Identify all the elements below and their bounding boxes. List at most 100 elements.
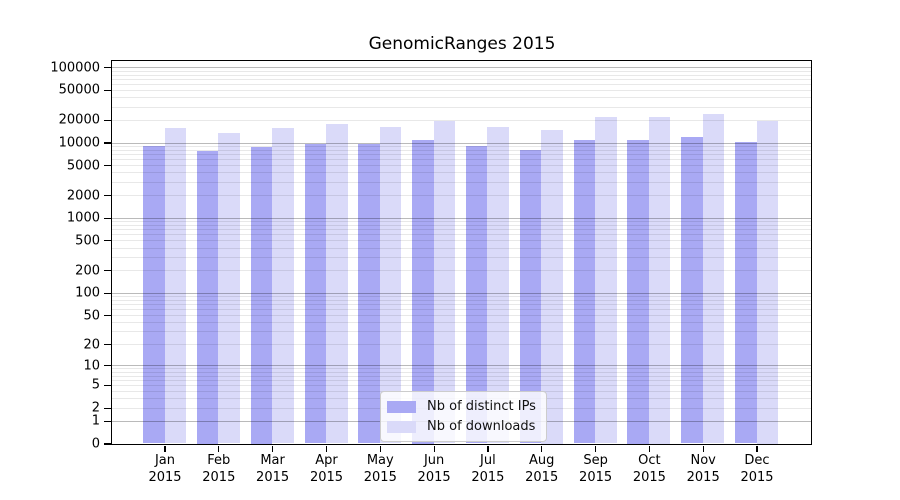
x-tick-3 xyxy=(325,445,328,452)
x-tick-label-10: Nov 2015 xyxy=(686,453,720,485)
bar-nb-of-distinct-ips-3 xyxy=(304,143,326,444)
gridline-minor-6 xyxy=(112,379,811,381)
legend-item-distinct-ips: Nb of distinct IPs xyxy=(387,399,536,414)
gridline-minor-80 xyxy=(112,299,811,301)
legend-item-downloads: Nb of downloads xyxy=(387,419,536,434)
y-tick-label-20: 20 xyxy=(83,337,100,352)
gridline-minor-4000 xyxy=(112,172,811,174)
bar-nb-of-downloads-11 xyxy=(756,120,778,444)
x-tick-label-1: Feb 2015 xyxy=(202,453,236,485)
gridline-minor-500 xyxy=(112,240,811,242)
gridline-minor-40000 xyxy=(112,97,811,99)
x-tick-10 xyxy=(702,445,704,452)
y-tick-label-0: 0 xyxy=(91,436,100,452)
y-tick-5 xyxy=(104,384,111,387)
y-tick-label-500: 500 xyxy=(75,233,100,249)
x-tick-4 xyxy=(379,445,381,452)
y-tick-label-2000: 2000 xyxy=(66,188,100,204)
gridline-minor-70000 xyxy=(112,78,811,80)
gridline-minor-600 xyxy=(112,234,811,236)
bar-nb-of-downloads-1 xyxy=(218,133,240,444)
bar-nb-of-distinct-ips-10 xyxy=(681,137,703,444)
bar-nb-of-distinct-ips-9 xyxy=(627,139,649,444)
gridline-minor-50 xyxy=(112,315,811,316)
y-tick-100000 xyxy=(104,67,111,69)
legend-swatch-downloads xyxy=(387,420,416,433)
gridline-major-10000 xyxy=(112,142,811,144)
y-tick-label-1: 1 xyxy=(91,413,100,429)
gridline-minor-60000 xyxy=(112,84,811,85)
y-tick-20 xyxy=(104,343,111,346)
y-tick-label-50000: 50000 xyxy=(58,82,100,98)
x-tick-2 xyxy=(272,445,274,452)
y-tick-label-2: 2 xyxy=(91,400,100,416)
y-tick-50000 xyxy=(104,89,111,92)
y-tick-20000 xyxy=(104,119,111,122)
x-tick-label-7: Aug 2015 xyxy=(525,453,559,485)
legend: Nb of distinct IPs Nb of downloads xyxy=(380,391,547,442)
x-tick-label-5: Jun 2015 xyxy=(417,453,451,485)
x-tick-label-2: Mar 2015 xyxy=(256,453,290,485)
bar-nb-of-downloads-3 xyxy=(326,124,348,444)
gridline-minor-20000 xyxy=(112,119,811,121)
bar-nb-of-downloads-10 xyxy=(702,113,725,444)
x-tick-label-11: Dec 2015 xyxy=(740,453,774,485)
gridline-minor-800 xyxy=(112,225,811,226)
gridline-minor-5000 xyxy=(112,165,811,167)
y-tick-label-10: 10 xyxy=(83,358,100,374)
x-tick-8 xyxy=(595,445,597,452)
gridline-minor-400 xyxy=(112,247,811,249)
gridline-minor-8000 xyxy=(112,149,811,151)
bar-nb-of-downloads-9 xyxy=(648,116,671,444)
y-tick-200 xyxy=(104,270,111,272)
x-tick-label-3: Apr 2015 xyxy=(309,453,344,485)
y-tick-label-100000: 100000 xyxy=(50,60,100,76)
gridline-major-100000 xyxy=(112,67,811,69)
gridline-major-100 xyxy=(112,292,811,294)
legend-swatch-distinct-ips xyxy=(387,400,416,413)
legend-label-distinct-ips: Nb of distinct IPs xyxy=(427,399,536,414)
gridline-minor-6000 xyxy=(112,159,811,161)
y-tick-50 xyxy=(104,314,111,317)
legend-label-downloads: Nb of downloads xyxy=(427,419,536,434)
y-tick-2000 xyxy=(104,195,111,197)
y-tick-label-20000: 20000 xyxy=(58,112,100,128)
y-tick-10000 xyxy=(104,142,111,144)
gridline-minor-70 xyxy=(112,304,811,306)
x-tick-1 xyxy=(218,445,220,452)
x-tick-9 xyxy=(648,445,651,452)
bar-nb-of-distinct-ips-2 xyxy=(250,146,273,444)
gridline-major-1000 xyxy=(112,217,811,219)
gridline-minor-90000 xyxy=(112,70,811,72)
plot-area xyxy=(111,59,812,445)
bar-nb-of-distinct-ips-7 xyxy=(519,150,542,444)
gridline-minor-30000 xyxy=(112,106,811,108)
gridline-minor-3000 xyxy=(112,181,811,183)
gridline-minor-90 xyxy=(112,296,811,298)
gridline-minor-7 xyxy=(112,375,811,377)
bar-nb-of-downloads-6 xyxy=(487,127,509,444)
y-tick-label-1000: 1000 xyxy=(66,210,100,226)
x-tick-7 xyxy=(541,445,543,452)
x-tick-label-8: Sep 2015 xyxy=(579,453,613,485)
bar-nb-of-distinct-ips-4 xyxy=(358,143,380,444)
x-tick-5 xyxy=(433,445,435,452)
x-tick-label-9: Oct 2015 xyxy=(632,453,666,485)
y-tick-label-10000: 10000 xyxy=(58,135,100,151)
gridline-minor-300 xyxy=(112,257,811,258)
y-tick-1000 xyxy=(104,217,111,219)
x-tick-label-0: Jan 2015 xyxy=(148,453,182,485)
gridline-minor-30 xyxy=(112,331,811,333)
bar-nb-of-downloads-5 xyxy=(433,121,456,444)
gridline-minor-9 xyxy=(112,368,811,370)
bar-nb-of-distinct-ips-5 xyxy=(412,139,434,444)
x-tick-0 xyxy=(164,445,166,452)
y-tick-0 xyxy=(104,443,111,445)
x-tick-label-4: May 2015 xyxy=(363,453,397,485)
bar-nb-of-distinct-ips-1 xyxy=(196,151,219,444)
gridline-minor-60 xyxy=(112,309,811,311)
y-tick-2 xyxy=(104,407,111,409)
gridline-minor-200 xyxy=(112,270,811,272)
x-tick-label-6: Jul 2015 xyxy=(471,453,505,485)
